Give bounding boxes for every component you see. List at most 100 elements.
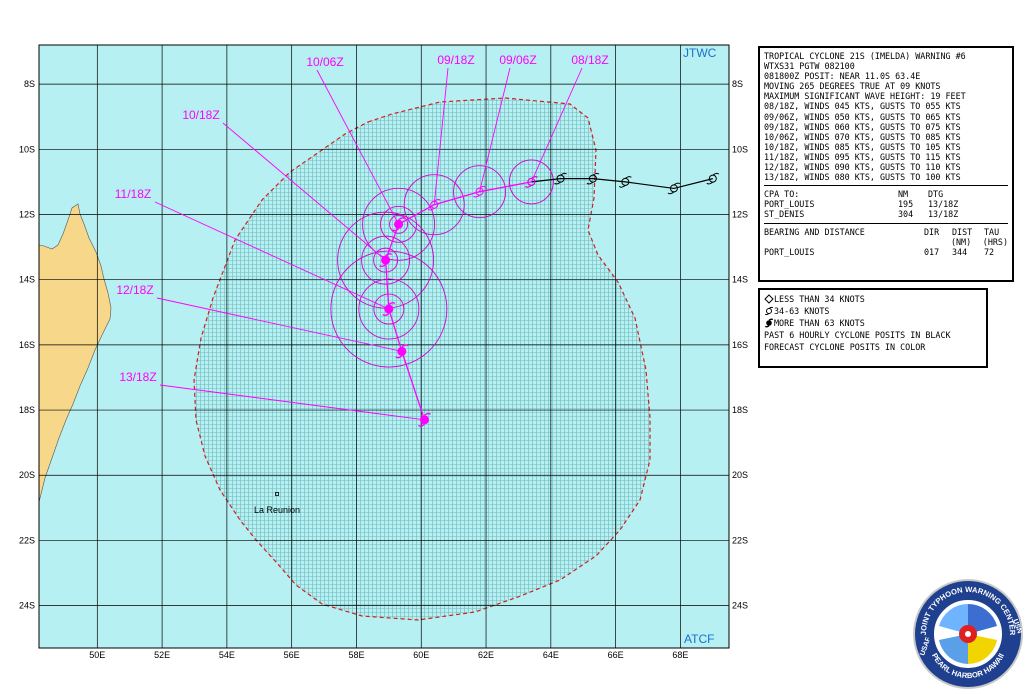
- hurricane-radius: [373, 247, 399, 273]
- forecast-label-leader: [433, 67, 449, 205]
- bearing-row: PORT_LOUIS 017 344 72: [764, 247, 1008, 257]
- longitude-label: 64E: [543, 650, 559, 660]
- forecast-track-line: [384, 181, 532, 421]
- bearing-tau: 72: [984, 246, 995, 257]
- bearing-tau-col: TAU: [984, 226, 1000, 237]
- legend-note: PAST 6 HOURLY CYCLONE POSITS IN BLACK: [764, 330, 951, 340]
- legend-item: LESS THAN 34 KNOTS: [764, 293, 982, 305]
- info-line: 12/18Z, WINDS 090 KTS, GUSTS TO 110 KTS: [764, 162, 961, 173]
- cpa-row: PORT_LOUIS 195 13/18Z: [764, 199, 1008, 209]
- latitude-label: 16S: [19, 340, 35, 350]
- hurricane-radius: [389, 214, 409, 234]
- seal-globe-segment: [968, 634, 997, 664]
- forecast-label-leader: [156, 297, 402, 352]
- forecast-time-label: 12/18Z: [116, 283, 153, 297]
- la-reunion-label: La Reunion: [254, 505, 300, 515]
- info-line: TROPICAL CYCLONE 21S (IMELDA) WARNING #6: [764, 51, 966, 61]
- bearing-dir-col: DIR: [924, 226, 940, 237]
- bearing-dist-unit: (NM): [950, 236, 972, 247]
- past-posit-symbol: [586, 172, 600, 185]
- latitude-label: 8S: [24, 79, 35, 89]
- legend-panel: LESS THAN 34 KNOTS 34-63 KNOTS MORE THAN…: [758, 288, 988, 368]
- forecast-time-label: 10/06Z: [306, 55, 343, 69]
- latitude-label: 18S: [19, 405, 35, 415]
- longitude-label: 60E: [413, 650, 429, 660]
- bearing-dir: 017: [924, 246, 940, 257]
- cpa-nm: 195: [898, 199, 914, 210]
- storm-radius: [358, 278, 420, 340]
- cpa-row: ST_DENIS 304 13/18Z: [764, 209, 1008, 219]
- cpa-dtg-col: DTG: [928, 189, 944, 200]
- latitude-label: 22S: [732, 535, 748, 545]
- longitude-label: 54E: [219, 650, 235, 660]
- seal-storm-eye: [965, 631, 971, 637]
- gale-radius: [362, 187, 436, 261]
- hurricane-radius: [373, 293, 405, 325]
- info-line: 08/18Z, WINDS 045 KTS, GUSTS TO 055 KTS: [764, 101, 961, 112]
- cyclone-icon: [764, 318, 774, 328]
- la-reunion-square: [275, 492, 279, 496]
- past-posit-symbol: [667, 182, 681, 195]
- past-posit-symbol: [554, 172, 567, 185]
- past-posit-symbol: [706, 172, 720, 185]
- info-line: 09/06Z, WINDS 050 KTS, GUSTS TO 065 KTS: [764, 111, 961, 122]
- latitude-label: 8S: [732, 79, 743, 89]
- longitude-label: 62E: [478, 650, 494, 660]
- longitude-labels: 50E 52E 54E 56E 58E 60E 62E 64E 66E 68E: [89, 650, 688, 660]
- info-line: 09/18Z, WINDS 060 KTS, GUSTS TO 075 KTS: [764, 121, 961, 132]
- bearing-dist-col: DIST: [952, 226, 973, 237]
- seal-globe-segment: [939, 634, 968, 664]
- cpa-place: ST_DENIS: [764, 209, 805, 220]
- forecast-label-leader: [159, 384, 425, 421]
- cpa-dtg: 13/18Z: [928, 199, 959, 210]
- longitude-label: 50E: [89, 650, 105, 660]
- legend-label: MORE THAN 63 KNOTS: [774, 318, 865, 328]
- longitude-label: 68E: [672, 650, 688, 660]
- bearing-title: BEARING AND DISTANCE: [764, 226, 865, 237]
- storm-radius: [361, 235, 411, 285]
- forecast-label-leader: [479, 67, 511, 192]
- storm-radius: [380, 205, 418, 243]
- forecast-time-label: 09/18Z: [437, 53, 474, 67]
- cpa-header: CPA TO: NM DTG: [764, 189, 1008, 199]
- info-line: 13/18Z, WINDS 080 KTS, GUSTS TO 100 KTS: [764, 172, 961, 183]
- info-line: 10/18Z, WINDS 085 KTS, GUSTS TO 105 KTS: [764, 141, 961, 152]
- longitude-label: 66E: [608, 650, 624, 660]
- latitude-labels: 8S 8S 10S 10S 12S 12S 14S 14S 16S 16S 18S 18S 20S 20S…: [19, 79, 748, 611]
- info-line: MOVING 265 DEGREES TRUE AT 09 KNOTS: [764, 81, 941, 92]
- forecast-time-label: 09/06Z: [499, 53, 536, 67]
- cpa-nm-col: NM: [898, 189, 909, 200]
- seal-globe-segment: [939, 603, 968, 634]
- cpa-nm: 304: [898, 209, 914, 220]
- danger-area: [193, 97, 651, 621]
- tropical-storm-icon: [764, 306, 774, 316]
- longitude-label: 58E: [348, 650, 364, 660]
- la-reunion-marker: La Reunion: [254, 492, 300, 515]
- forecast-time-label: 08/18Z: [571, 53, 608, 67]
- forecast-labels: 08/18Z 09/06Z 09/18Z 10/06Z 10/18Z 11/18Z 12/1…: [115, 53, 609, 421]
- latitude-label: 10S: [19, 144, 35, 154]
- past-track-line: [531, 178, 713, 190]
- divider: [764, 185, 1008, 187]
- bearing-units: (NM) (HRS): [764, 237, 1008, 247]
- cpa-dtg: 13/18Z: [928, 209, 959, 220]
- legend-label: 34-63 KNOTS: [774, 306, 830, 316]
- past-posit-symbol: [618, 176, 632, 188]
- tropical-storm-radius: [453, 165, 507, 219]
- forecast-time-label: 11/18Z: [115, 187, 151, 201]
- forecast-label-leader: [530, 67, 583, 183]
- latitude-label: 14S: [19, 275, 35, 285]
- legend-label: LESS THAN 34 KNOTS: [774, 294, 865, 304]
- forecast-label-leader: [154, 201, 390, 310]
- bearing-tau-unit: (HRS): [982, 236, 1008, 247]
- seal-right-text: USN: [1011, 618, 1023, 634]
- latitude-label: 22S: [19, 535, 35, 545]
- longitude-label: 52E: [154, 650, 170, 660]
- legend-note: FORECAST CYCLONE POSITS IN COLOR: [764, 342, 926, 352]
- latitude-label: 16S: [732, 340, 748, 350]
- info-line: 10/06Z, WINDS 070 KTS, GUSTS TO 085 KTS: [764, 131, 961, 142]
- legend-item: MORE THAN 63 KNOTS: [764, 317, 982, 329]
- divider: [764, 222, 1008, 224]
- latitude-label: 14S: [732, 275, 748, 285]
